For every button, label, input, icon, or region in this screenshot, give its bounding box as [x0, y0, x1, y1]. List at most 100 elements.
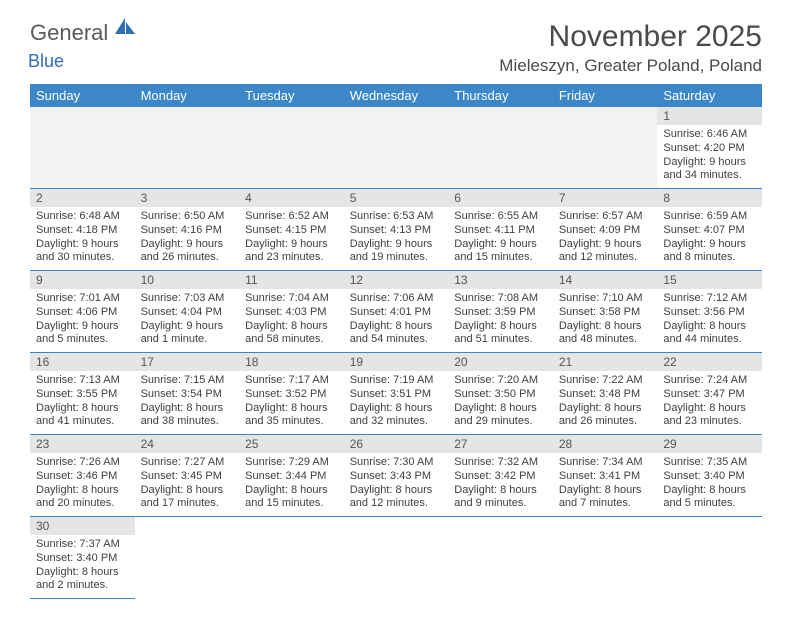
day-cell: Sunrise: 7:19 AMSunset: 3:51 PMDaylight:… [344, 371, 449, 435]
sunset-line: Sunset: 3:51 PM [350, 388, 443, 402]
sunset-line: Sunset: 4:16 PM [141, 224, 234, 238]
day-cell: Sunrise: 6:46 AMSunset: 4:20 PMDaylight:… [657, 125, 762, 189]
day-number-cell: 16 [30, 353, 135, 372]
day-cell: Sunrise: 7:37 AMSunset: 3:40 PMDaylight:… [30, 535, 135, 599]
day-number-cell [135, 517, 240, 536]
sunset-line: Sunset: 3:52 PM [245, 388, 338, 402]
day-number-cell [135, 107, 240, 125]
day-cell [553, 125, 658, 189]
day-number-cell [448, 517, 553, 536]
day-number-cell: 13 [448, 271, 553, 290]
weekday-header: Tuesday [239, 84, 344, 107]
day-cell: Sunrise: 7:27 AMSunset: 3:45 PMDaylight:… [135, 453, 240, 517]
day-cell: Sunrise: 6:53 AMSunset: 4:13 PMDaylight:… [344, 207, 449, 271]
sunset-line: Sunset: 3:41 PM [559, 470, 652, 484]
daylight-line: Daylight: 8 hours and 15 minutes. [245, 484, 338, 512]
sunrise-line: Sunrise: 7:34 AM [559, 456, 652, 470]
day-cell: Sunrise: 7:08 AMSunset: 3:59 PMDaylight:… [448, 289, 553, 353]
sunrise-line: Sunrise: 6:57 AM [559, 210, 652, 224]
day-number-cell: 11 [239, 271, 344, 290]
day-number-cell: 2 [30, 189, 135, 208]
daylight-line: Daylight: 8 hours and 58 minutes. [245, 320, 338, 348]
daylight-line: Daylight: 8 hours and 5 minutes. [663, 484, 756, 512]
sunrise-line: Sunrise: 7:37 AM [36, 538, 129, 552]
sunset-line: Sunset: 4:09 PM [559, 224, 652, 238]
sunset-line: Sunset: 3:58 PM [559, 306, 652, 320]
daylight-line: Daylight: 9 hours and 23 minutes. [245, 238, 338, 266]
day-cell: Sunrise: 6:52 AMSunset: 4:15 PMDaylight:… [239, 207, 344, 271]
day-cell: Sunrise: 7:26 AMSunset: 3:46 PMDaylight:… [30, 453, 135, 517]
sunrise-line: Sunrise: 7:03 AM [141, 292, 234, 306]
daylight-line: Daylight: 8 hours and 29 minutes. [454, 402, 547, 430]
day-cell: Sunrise: 6:57 AMSunset: 4:09 PMDaylight:… [553, 207, 658, 271]
day-cell: Sunrise: 7:06 AMSunset: 4:01 PMDaylight:… [344, 289, 449, 353]
daylight-line: Daylight: 8 hours and 12 minutes. [350, 484, 443, 512]
sunrise-line: Sunrise: 7:35 AM [663, 456, 756, 470]
day-number-cell: 12 [344, 271, 449, 290]
sunset-line: Sunset: 3:43 PM [350, 470, 443, 484]
sunrise-line: Sunrise: 6:55 AM [454, 210, 547, 224]
sunrise-line: Sunrise: 7:24 AM [663, 374, 756, 388]
daylight-line: Daylight: 9 hours and 19 minutes. [350, 238, 443, 266]
sunrise-line: Sunrise: 7:20 AM [454, 374, 547, 388]
location-text: Mieleszyn, Greater Poland, Poland [499, 56, 762, 76]
day-cell [448, 535, 553, 599]
sunset-line: Sunset: 4:07 PM [663, 224, 756, 238]
day-number-cell: 1 [657, 107, 762, 125]
day-number-cell: 23 [30, 435, 135, 454]
day-cell: Sunrise: 7:30 AMSunset: 3:43 PMDaylight:… [344, 453, 449, 517]
day-cell [239, 535, 344, 599]
sunset-line: Sunset: 3:54 PM [141, 388, 234, 402]
month-title: November 2025 [499, 20, 762, 54]
day-cell: Sunrise: 6:48 AMSunset: 4:18 PMDaylight:… [30, 207, 135, 271]
day-cell [344, 125, 449, 189]
brand-text-1: General [30, 20, 108, 45]
sunrise-line: Sunrise: 7:32 AM [454, 456, 547, 470]
title-block: November 2025 Mieleszyn, Greater Poland,… [499, 20, 762, 76]
daylight-line: Daylight: 9 hours and 34 minutes. [663, 156, 756, 184]
sunrise-line: Sunrise: 7:10 AM [559, 292, 652, 306]
sunset-line: Sunset: 3:55 PM [36, 388, 129, 402]
day-number-cell: 4 [239, 189, 344, 208]
sunset-line: Sunset: 4:15 PM [245, 224, 338, 238]
weekday-header: Saturday [657, 84, 762, 107]
sunrise-line: Sunrise: 6:53 AM [350, 210, 443, 224]
sunset-line: Sunset: 4:03 PM [245, 306, 338, 320]
daylight-line: Daylight: 8 hours and 32 minutes. [350, 402, 443, 430]
page-header: General Blue November 2025 Mieleszyn, Gr… [30, 20, 762, 76]
sunrise-line: Sunrise: 7:13 AM [36, 374, 129, 388]
day-number-cell: 20 [448, 353, 553, 372]
brand-logo: General Blue [30, 20, 137, 66]
day-number-cell: 27 [448, 435, 553, 454]
day-cell: Sunrise: 7:10 AMSunset: 3:58 PMDaylight:… [553, 289, 658, 353]
day-cell [135, 125, 240, 189]
daylight-line: Daylight: 8 hours and 17 minutes. [141, 484, 234, 512]
sunrise-line: Sunrise: 7:22 AM [559, 374, 652, 388]
calendar-body: 1Sunrise: 6:46 AMSunset: 4:20 PMDaylight… [30, 107, 762, 599]
day-number-cell: 21 [553, 353, 658, 372]
daylight-line: Daylight: 8 hours and 9 minutes. [454, 484, 547, 512]
weekday-header: Friday [553, 84, 658, 107]
day-cell: Sunrise: 7:20 AMSunset: 3:50 PMDaylight:… [448, 371, 553, 435]
daylight-line: Daylight: 9 hours and 26 minutes. [141, 238, 234, 266]
sunset-line: Sunset: 4:18 PM [36, 224, 129, 238]
sunrise-line: Sunrise: 7:04 AM [245, 292, 338, 306]
day-number-cell: 10 [135, 271, 240, 290]
sunrise-line: Sunrise: 7:12 AM [663, 292, 756, 306]
day-cell: Sunrise: 7:17 AMSunset: 3:52 PMDaylight:… [239, 371, 344, 435]
sunset-line: Sunset: 4:01 PM [350, 306, 443, 320]
day-cell: Sunrise: 7:12 AMSunset: 3:56 PMDaylight:… [657, 289, 762, 353]
day-cell: Sunrise: 6:55 AMSunset: 4:11 PMDaylight:… [448, 207, 553, 271]
sunrise-line: Sunrise: 6:46 AM [663, 128, 756, 142]
sunset-line: Sunset: 3:44 PM [245, 470, 338, 484]
day-number-cell [344, 107, 449, 125]
daylight-line: Daylight: 9 hours and 12 minutes. [559, 238, 652, 266]
day-number-cell: 15 [657, 271, 762, 290]
sunrise-line: Sunrise: 7:27 AM [141, 456, 234, 470]
sunrise-line: Sunrise: 7:26 AM [36, 456, 129, 470]
weekday-header: Monday [135, 84, 240, 107]
day-number-cell: 14 [553, 271, 658, 290]
daylight-line: Daylight: 8 hours and 41 minutes. [36, 402, 129, 430]
day-cell [239, 125, 344, 189]
day-number-cell [553, 107, 658, 125]
